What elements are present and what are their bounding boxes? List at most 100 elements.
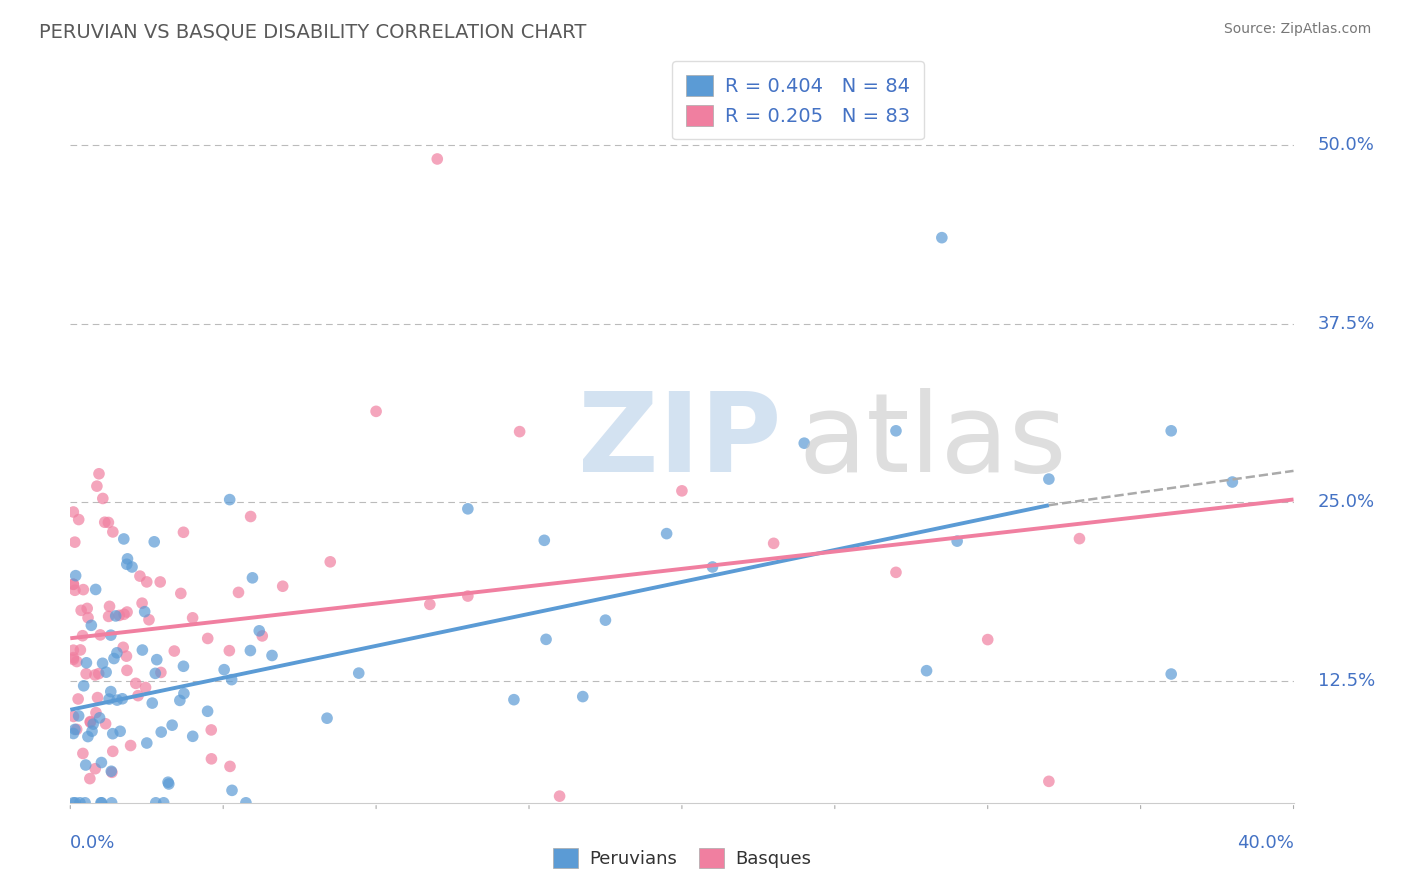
Text: Source: ZipAtlas.com: Source: ZipAtlas.com	[1223, 22, 1371, 37]
Point	[90, 756, 112, 770]
Point	[72, 629, 94, 643]
Point	[121, 560, 143, 574]
Point	[63, 723, 86, 737]
Point	[67, 709, 90, 723]
Point	[239, 643, 262, 657]
Point	[62, 652, 84, 666]
Point	[242, 571, 264, 585]
Point	[97, 516, 120, 530]
Point	[100, 628, 122, 642]
Point	[419, 598, 441, 612]
Point	[149, 665, 172, 680]
Point	[548, 789, 571, 804]
Point	[79, 772, 101, 786]
Point	[134, 605, 156, 619]
Point	[115, 558, 138, 572]
Point	[976, 632, 998, 647]
Point	[129, 569, 152, 583]
Point	[655, 526, 678, 541]
Point	[67, 512, 90, 526]
Point	[91, 491, 114, 506]
Point	[150, 725, 173, 739]
Point	[146, 653, 169, 667]
Point	[80, 724, 103, 739]
Point	[62, 726, 84, 740]
Point	[89, 711, 111, 725]
Point	[131, 643, 153, 657]
Point	[143, 534, 166, 549]
Point	[1160, 424, 1182, 438]
Point	[66, 723, 89, 737]
Point	[534, 632, 557, 647]
Point	[91, 657, 114, 671]
Point	[62, 650, 84, 665]
Point	[69, 796, 91, 810]
Point	[219, 759, 242, 773]
Point	[702, 560, 724, 574]
Point	[104, 608, 127, 623]
Point	[62, 643, 84, 657]
Point	[503, 692, 526, 706]
Point	[100, 764, 122, 779]
Point	[63, 583, 86, 598]
Point	[75, 666, 97, 681]
Point	[169, 693, 191, 707]
Point	[75, 796, 97, 810]
Text: atlas: atlas	[799, 388, 1067, 495]
Point	[200, 752, 222, 766]
Point	[87, 666, 110, 681]
Point	[120, 739, 142, 753]
Point	[197, 704, 219, 718]
Point	[260, 648, 283, 663]
Point	[93, 515, 115, 529]
Point	[77, 730, 100, 744]
Point	[75, 758, 97, 772]
Point	[84, 762, 107, 776]
Point	[239, 509, 262, 524]
Point	[101, 744, 124, 758]
Legend: Peruvians, Basques: Peruvians, Basques	[544, 838, 820, 877]
Point	[571, 690, 593, 704]
Point	[149, 574, 172, 589]
Point	[457, 589, 479, 603]
Point	[79, 714, 101, 729]
Point	[228, 585, 250, 599]
Point	[181, 611, 204, 625]
Text: ZIP: ZIP	[578, 388, 782, 495]
Point	[931, 230, 953, 244]
Point	[366, 404, 388, 418]
Point	[157, 775, 180, 789]
Point	[221, 783, 243, 797]
Point	[69, 643, 91, 657]
Point	[200, 723, 222, 737]
Point	[181, 729, 204, 743]
Point	[127, 689, 149, 703]
Point	[141, 696, 163, 710]
Point	[197, 632, 219, 646]
Point	[112, 532, 135, 546]
Point	[172, 525, 194, 540]
Point	[1160, 667, 1182, 681]
Point	[90, 796, 112, 810]
Point	[457, 501, 479, 516]
Point	[915, 664, 938, 678]
Point	[163, 644, 186, 658]
Point	[101, 765, 124, 780]
Point	[75, 656, 97, 670]
Point	[62, 709, 84, 723]
Point	[115, 649, 138, 664]
Point	[82, 717, 104, 731]
Text: 40.0%: 40.0%	[1237, 834, 1294, 852]
Point	[100, 796, 122, 810]
Point	[90, 796, 112, 810]
Point	[103, 651, 125, 665]
Point	[221, 673, 243, 687]
Point	[143, 666, 166, 681]
Point	[115, 664, 138, 678]
Point	[1069, 532, 1091, 546]
Point	[1038, 774, 1060, 789]
Point	[94, 665, 117, 680]
Point	[671, 483, 693, 498]
Point	[108, 608, 131, 623]
Point	[70, 603, 93, 617]
